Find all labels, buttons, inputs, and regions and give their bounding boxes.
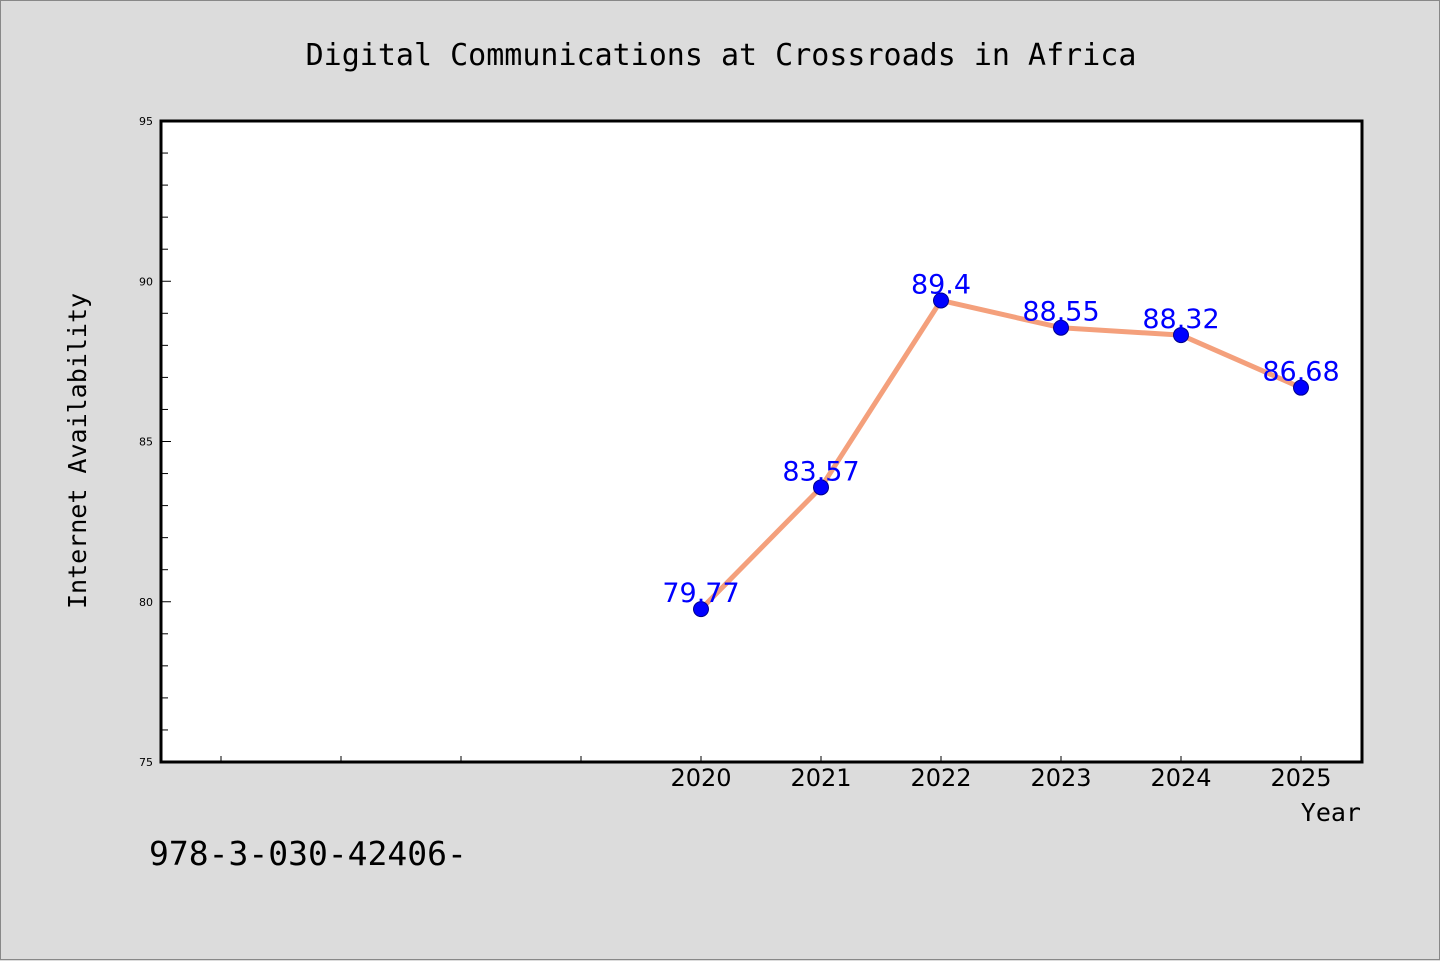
data-point-marker: [1053, 319, 1069, 336]
y-tick-label: 95: [139, 115, 153, 128]
data-point-label: 86.68: [1262, 357, 1339, 388]
data-point-marker: [933, 292, 949, 309]
y-tick-label: 80: [139, 596, 153, 609]
x-tick-label: 2022: [910, 764, 971, 792]
x-axis-title: Year: [1301, 798, 1361, 827]
data-point-marker: [1173, 327, 1189, 344]
x-tick-label: 2020: [670, 764, 731, 792]
data-point-label: 88.55: [1022, 297, 1099, 328]
x-tick-label: 2021: [790, 764, 851, 792]
data-point-label: 79.77: [662, 578, 739, 609]
data-point-marker: [813, 479, 829, 496]
data-point-label: 83.57: [782, 456, 859, 487]
series-markers: [693, 292, 1309, 618]
plot-area: [161, 121, 1362, 762]
data-point-label: 88.32: [1142, 304, 1219, 335]
y-axis-tick-labels: 75 80 85 90 95: [139, 115, 153, 769]
x-tick-label: 2023: [1030, 764, 1091, 792]
x-tick-label: 2024: [1150, 764, 1211, 792]
y-axis-title: Internet Availability: [63, 293, 92, 609]
y-tick-label: 90: [139, 275, 153, 288]
x-axis-tick-labels: 2020 2021 2022 2023 2024 2025: [670, 764, 1331, 792]
y-tick-label: 75: [139, 756, 153, 769]
data-point-marker: [1293, 379, 1309, 396]
chart-title: Digital Communications at Crossroads in …: [306, 38, 1137, 73]
y-tick-label: 85: [139, 436, 153, 449]
series-line: [698, 297, 1304, 612]
x-tick-label: 2025: [1270, 764, 1331, 792]
footer-isbn-text: 978-3-030-42406-: [149, 834, 467, 873]
plot-border: [159, 119, 1364, 764]
data-labels: 79.77 83.57 89.4 88.55 88.32 86.68: [662, 269, 1339, 609]
data-point-marker: [693, 601, 709, 618]
data-point-label: 89.4: [911, 269, 971, 300]
